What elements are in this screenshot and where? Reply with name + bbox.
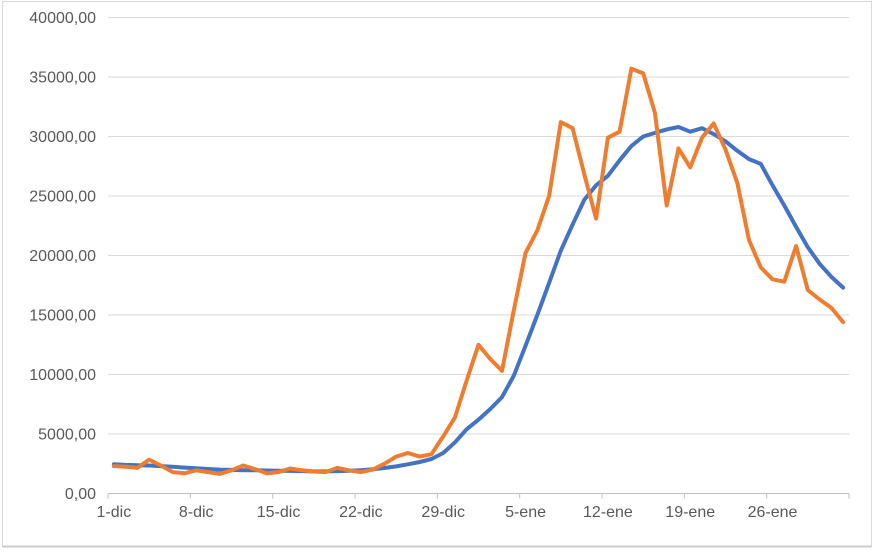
y-axis-tick-label: 35000,00: [29, 70, 96, 87]
x-axis-tick-label: 12-ene: [583, 504, 633, 521]
x-axis-labels: 1-dic 8-dic 15-dic 22-dic 29-dic 5-ene 12-ene 1…: [97, 504, 798, 521]
y-axis-tick-label: 20000,00: [29, 248, 96, 265]
series-line-orange[interactable]: [111, 66, 846, 476]
y-axis-tick-label: 10000,00: [29, 367, 96, 384]
x-axis-tick-label: 15-dic: [257, 504, 301, 521]
y-axis-labels: 0,00 5000,00 10000,00 15000,00 20000,00 25000…: [29, 10, 96, 503]
x-axis-tick-label: 5-ene: [505, 504, 546, 521]
y-axis-tick-label: 0,00: [65, 486, 96, 503]
y-axis-tick-label: 25000,00: [29, 189, 96, 206]
x-axis-tick-label: 1-dic: [97, 504, 132, 521]
y-gridlines: [108, 17, 849, 435]
y-axis-tick-label: 30000,00: [29, 129, 96, 146]
x-axis-tick-label: 26-ene: [748, 504, 798, 521]
x-axis-tick-label: 8-dic: [179, 504, 214, 521]
y-axis-tick-label: 15000,00: [29, 308, 96, 325]
y-axis-tick-label: 40000,00: [29, 10, 96, 27]
y-axis-tick-label: 5000,00: [38, 427, 96, 444]
x-axis-ticks: [107, 493, 850, 499]
x-axis-tick-label: 29-dic: [421, 504, 465, 521]
x-axis-tick-label: 19-ene: [665, 504, 715, 521]
x-axis-tick-label: 22-dic: [339, 504, 383, 521]
